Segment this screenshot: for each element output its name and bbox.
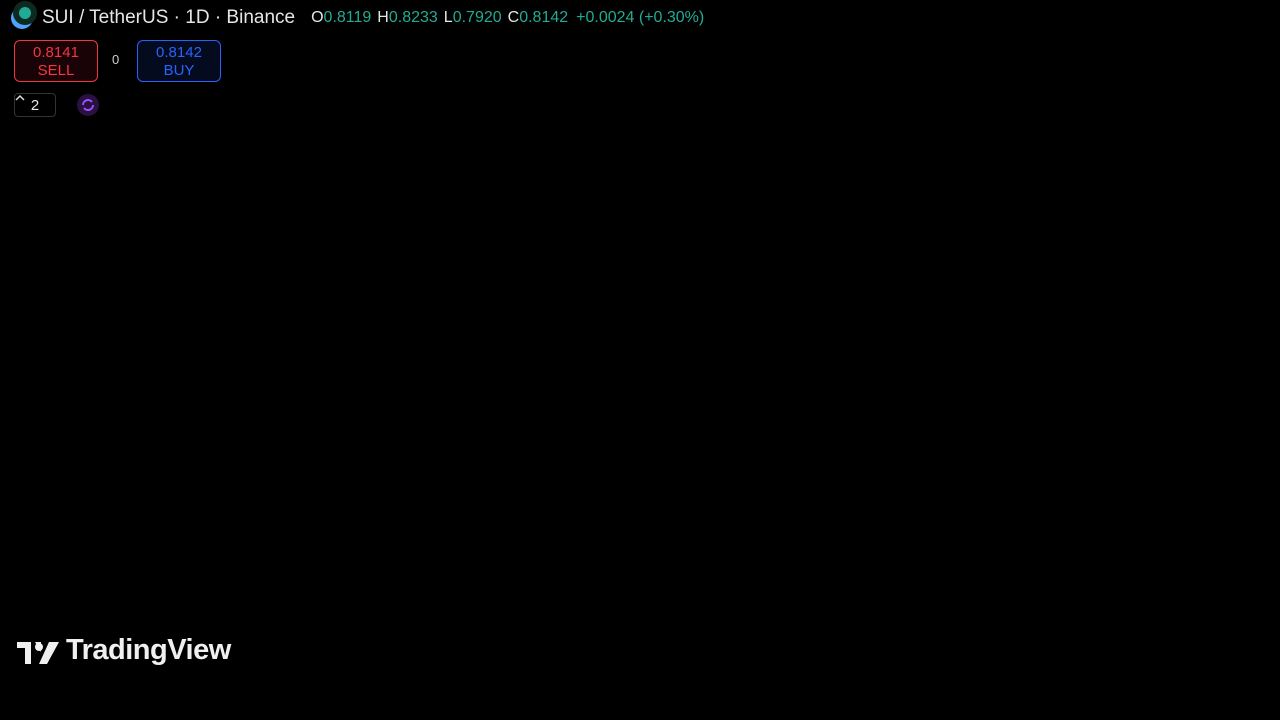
header: SUI / TetherUS · 1D · Binance O0.8119 H0.… [0,0,704,36]
quote-item: H0.8233 [377,9,438,27]
indicator-count: 2 [30,96,40,114]
quote-item: C0.8142 [508,9,569,27]
sync-icon[interactable] [76,93,100,117]
buy-price: 0.8142 [156,44,202,61]
symbol: SUI / TetherUS · 1D · Binance [42,7,296,28]
spread: 0 [112,52,120,67]
quote-key: H [377,9,389,26]
change: +0.0024 (+0.30%) [576,9,705,26]
quote-key: C [507,9,520,26]
quote-key: O [311,9,324,26]
quote-key: L [443,9,453,26]
quote-value: 0.8119 [323,9,372,26]
tv-logo [17,642,59,664]
sell-label: SELL [37,62,75,79]
sell-button[interactable]: 0.8141 SELL [14,40,98,82]
buy-label: BUY [163,62,195,79]
sell-price: 0.8141 [33,44,79,61]
quote-item: L0.7920 [444,9,502,27]
chevron [15,94,25,101]
indicator-toggle[interactable]: 2 [14,93,56,117]
quote-value: 0.7920 [452,9,502,26]
quote-value: 0.8233 [388,9,438,26]
buy-button[interactable]: 0.8142 BUY [137,40,221,82]
quote-value: 0.8142 [519,9,569,26]
watermark: TradingView [66,634,231,666]
market-status [13,1,37,25]
quote-item: O0.8119 [311,9,371,27]
